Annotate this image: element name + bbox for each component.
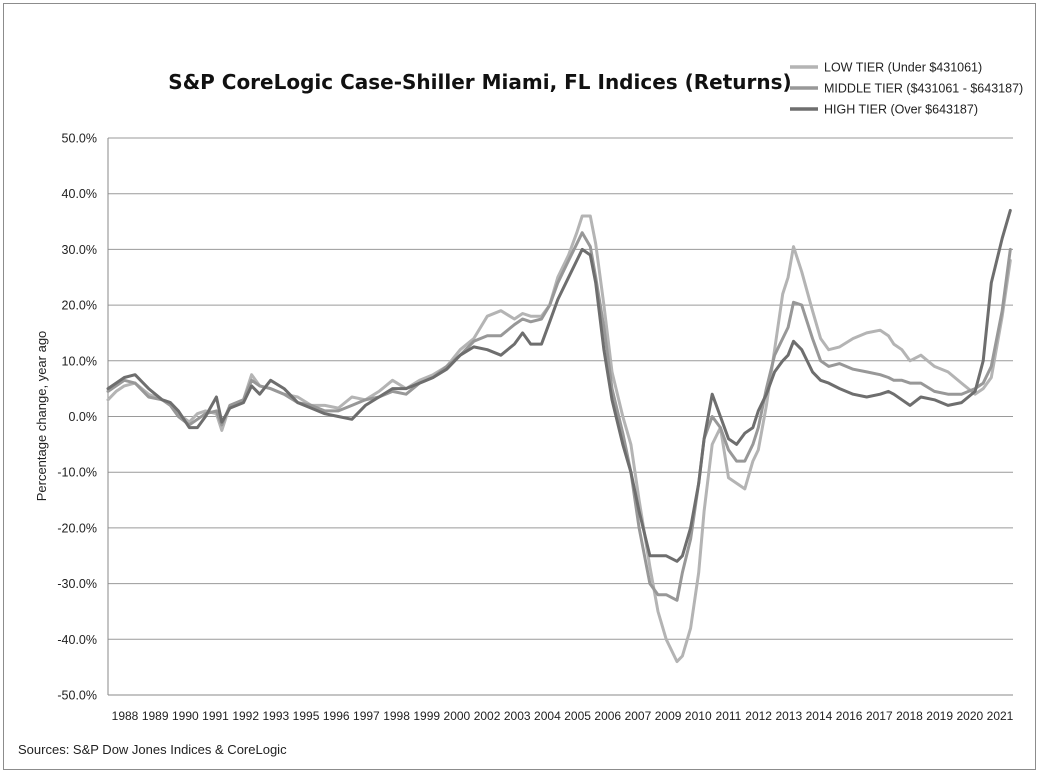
x-tick-label: 2016 — [836, 709, 863, 723]
y-tick-label: -20.0% — [57, 521, 97, 535]
x-tick-label: 2021 — [987, 709, 1014, 723]
y-tick-label: -10.0% — [57, 466, 97, 480]
legend-label: LOW TIER (Under $431061) — [824, 61, 982, 75]
y-axis-tick-labels: 50.0% 40.0% 30.0% 20.0% 10.0% 0.0% -10.0% -20.0… — [57, 132, 97, 703]
x-tick-label: 2005 — [564, 709, 591, 723]
x-tick-label: 2011 — [716, 709, 742, 723]
x-tick-label: 2006 — [594, 709, 621, 723]
x-tick-label: 2004 — [534, 709, 561, 723]
y-axis-label: Percentage change, year ago — [34, 331, 49, 502]
y-tick-label: 50.0% — [62, 132, 97, 146]
x-tick-label: 1988 — [112, 709, 139, 723]
y-tick-label: 40.0% — [62, 187, 97, 201]
x-tick-label: 2018 — [896, 709, 923, 723]
x-tick-label: 1999 — [413, 709, 440, 723]
x-tick-label: 1990 — [172, 709, 199, 723]
chart-frame — [3, 3, 1036, 770]
y-tick-label: 30.0% — [62, 243, 97, 257]
series-lines — [106, 208, 1012, 664]
x-tick-label: 1995 — [293, 709, 320, 723]
x-tick-label: 1991 — [202, 709, 229, 723]
gridlines — [107, 137, 1013, 696]
x-tick-label: 1989 — [142, 709, 169, 723]
x-tick-label: 2007 — [625, 709, 652, 723]
x-tick-label: 2017 — [866, 709, 893, 723]
y-tick-label: 0.0% — [69, 410, 98, 424]
x-tick-label: 2003 — [504, 709, 531, 723]
x-tick-label: 1992 — [232, 709, 259, 723]
x-tick-label: 2010 — [685, 709, 712, 723]
y-tick-label: -40.0% — [57, 633, 97, 647]
source-note: Sources: S&P Dow Jones Indices & CoreLog… — [18, 742, 287, 757]
y-tick-label: -30.0% — [57, 577, 97, 591]
legend: LOW TIER (Under $431061) MIDDLE TIER ($43… — [790, 61, 1023, 117]
x-tick-label: 1993 — [263, 709, 290, 723]
x-tick-label: 2000 — [444, 709, 471, 723]
x-tick-label: 1996 — [323, 709, 350, 723]
y-tick-label: 20.0% — [62, 299, 97, 313]
x-tick-label: 2019 — [926, 709, 953, 723]
chart-title: S&P CoreLogic Case-Shiller Miami, FL Ind… — [168, 70, 791, 94]
x-axis-tick-labels: 1988 1989 1990 1991 1992 1993 1995 1996 1997 1998… — [112, 709, 1014, 723]
legend-label: HIGH TIER (Over $643187) — [824, 103, 978, 117]
legend-label: MIDDLE TIER ($431061 - $643187) — [824, 82, 1023, 96]
series-line-2 — [106, 231, 1012, 602]
x-tick-label: 1997 — [353, 709, 380, 723]
x-tick-label: 2020 — [956, 709, 983, 723]
y-tick-label: -50.0% — [57, 689, 97, 703]
x-tick-label: 2009 — [655, 709, 682, 723]
x-tick-label: 2012 — [745, 709, 772, 723]
series-line-1 — [106, 214, 1012, 664]
y-tick-label: 10.0% — [62, 354, 97, 368]
x-tick-label: 2013 — [775, 709, 802, 723]
x-tick-label: 1998 — [383, 709, 410, 723]
series-line-3 — [106, 208, 1012, 563]
x-tick-label: 2014 — [806, 709, 833, 723]
x-tick-label: 2002 — [474, 709, 501, 723]
